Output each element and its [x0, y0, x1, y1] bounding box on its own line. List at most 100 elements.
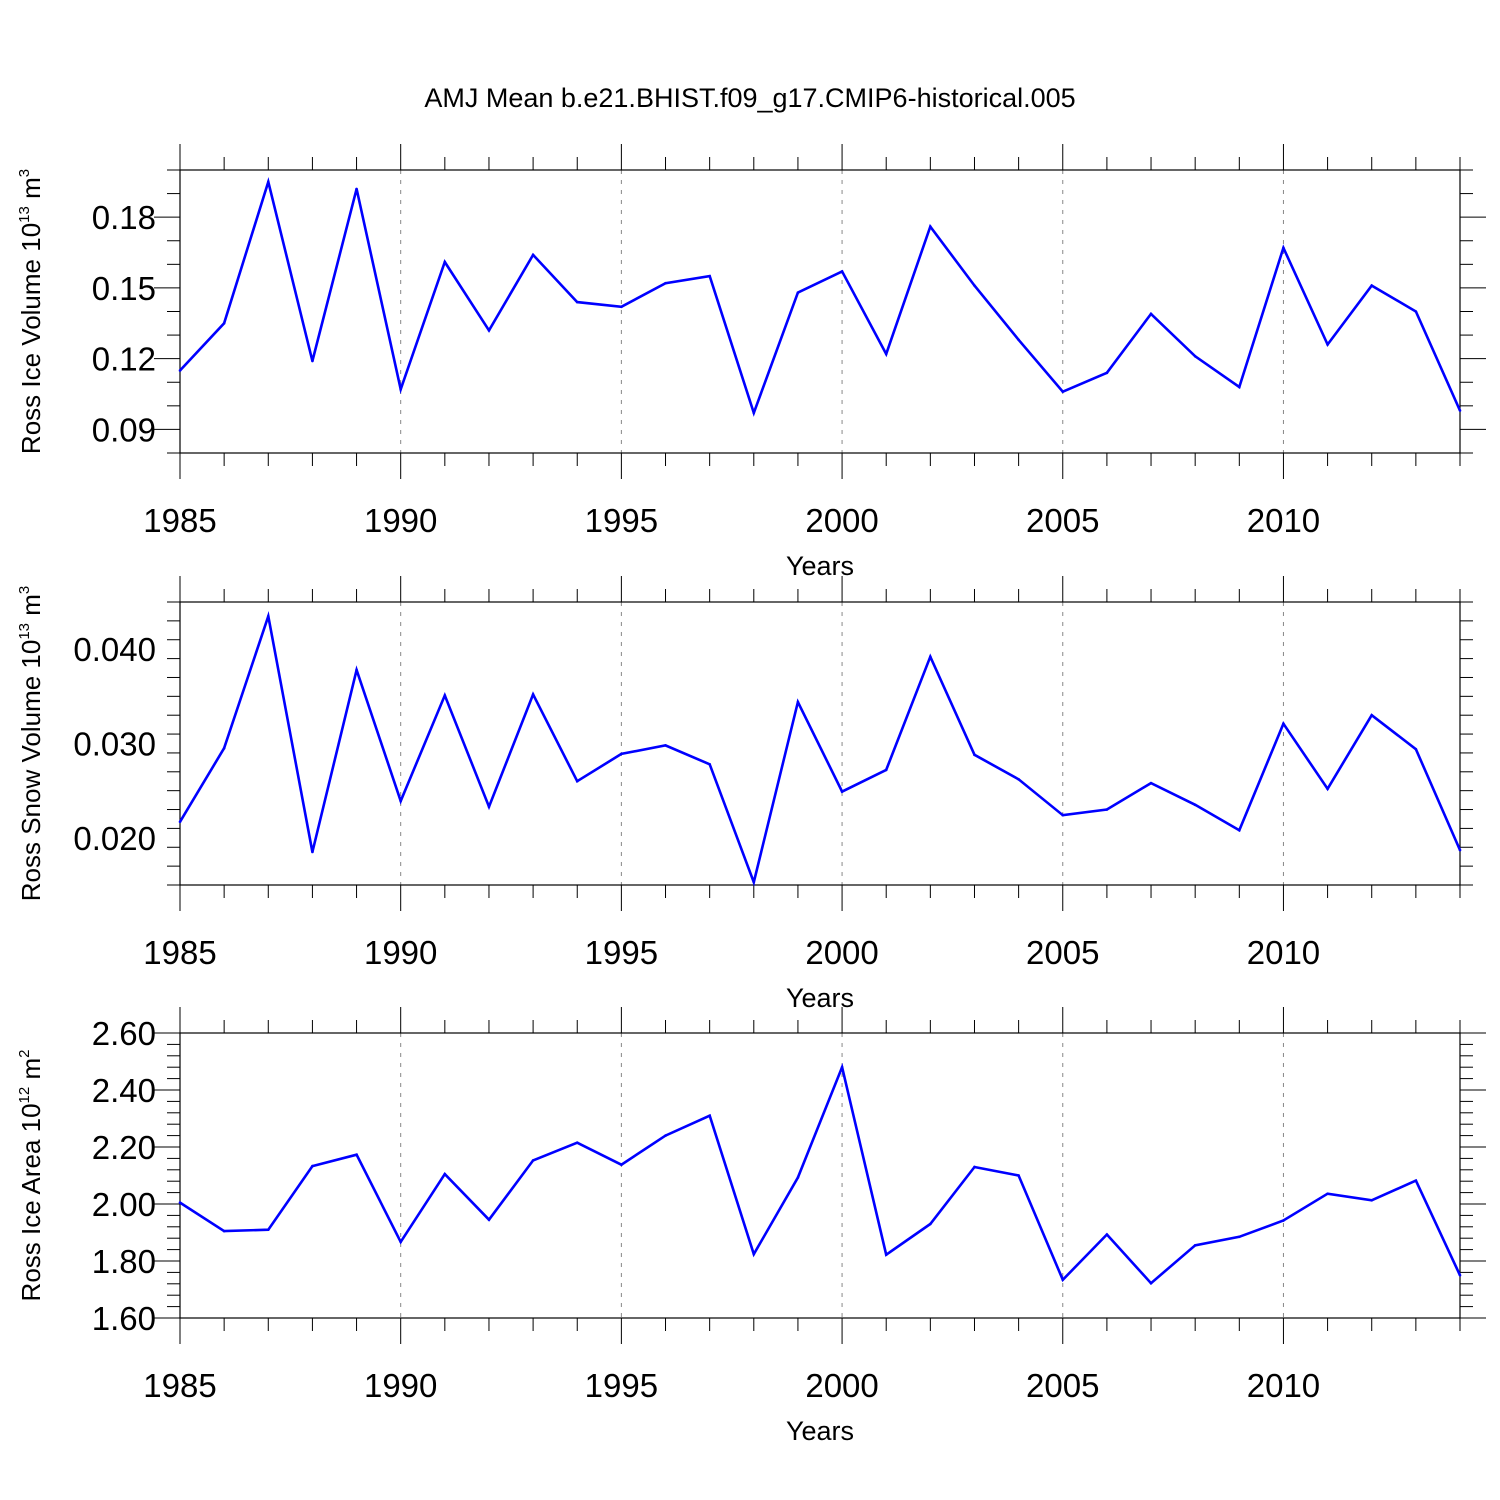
data-point [796, 1176, 800, 1179]
x-tick-label: 1995 [585, 934, 658, 971]
data-point [796, 700, 800, 704]
data-point [178, 1201, 182, 1204]
data-point [884, 352, 888, 356]
y-axis-title-unit-exp: 3 [16, 169, 33, 177]
data-point [840, 270, 844, 273]
x-tick-label: 1990 [364, 934, 437, 971]
data-point [355, 668, 358, 672]
data-point [487, 805, 491, 809]
y-axis-title-unit-exp: 2 [16, 1050, 33, 1058]
data-point [1238, 1235, 1241, 1239]
data-point [266, 180, 270, 184]
y-axis-title: Ross Snow Volume 1013 m3 [16, 586, 46, 902]
panel-ice-area: 1.60 1.80 2.00 2.20 2.40 2.60 1985 1990 1995 2000… [16, 1007, 1486, 1446]
y-axis-title-text: Ross Snow Volume 10 [16, 640, 46, 902]
data-point [1370, 284, 1374, 287]
data-point [708, 1114, 711, 1117]
data-point [1282, 1219, 1285, 1222]
data-point [884, 768, 888, 772]
data-point [311, 1164, 314, 1168]
data-point [752, 1252, 756, 1256]
y-axis-title-unit: m [16, 1058, 46, 1087]
data-point [1017, 1174, 1020, 1177]
data-point [311, 850, 314, 854]
data-point [443, 694, 447, 697]
y-tick-label: 2.60 [92, 1015, 156, 1052]
data-point [1061, 813, 1065, 817]
x-tick-label: 1995 [585, 502, 658, 539]
data-point [973, 1165, 976, 1169]
data-point [1193, 1244, 1197, 1247]
panels: 0.09 0.12 0.15 0.18 1985 1990 1995 2000 2005 2010… [16, 144, 1486, 1446]
x-axis-title: Years [786, 983, 854, 1013]
data-point [1326, 343, 1329, 346]
x-tick-label: 1985 [143, 1367, 216, 1404]
y-tick-label: 0.15 [92, 270, 156, 307]
data-point [664, 1134, 667, 1137]
x-tick-label: 2010 [1247, 1367, 1320, 1404]
data-point [399, 388, 402, 391]
x-tick-label: 2000 [805, 934, 878, 971]
data-point [1105, 371, 1109, 375]
y-tick-label: 1.80 [92, 1243, 156, 1280]
data-point [1238, 385, 1241, 389]
data-point [1282, 246, 1285, 250]
data-point [1193, 803, 1197, 807]
data-point [1326, 787, 1329, 791]
y-tick-label: 0.09 [92, 411, 156, 448]
x-tick-label: 1985 [143, 502, 216, 539]
x-tick-label: 2005 [1026, 1367, 1099, 1404]
data-point [840, 790, 844, 793]
data-point [884, 1253, 888, 1257]
y-axis-title-exp: 13 [16, 206, 33, 223]
data-point [664, 744, 667, 747]
series-line [179, 1062, 1462, 1286]
data-point [620, 752, 623, 756]
data-point [796, 291, 800, 294]
y-tick-label: 1.60 [92, 1300, 156, 1337]
x-tick-label: 1990 [364, 1367, 437, 1404]
data-point [531, 253, 535, 257]
series-line [179, 176, 1462, 417]
y-tick-label: 2.00 [92, 1186, 156, 1223]
y-axis-title: Ross Ice Volume 1013 m3 [16, 169, 46, 454]
data-point [929, 1222, 932, 1226]
panel-snow-volume: 0.020 0.030 0.040 1985 1990 1995 2000 2005 2010 Y… [16, 576, 1473, 1013]
data-point [1017, 338, 1020, 342]
plot-frame [179, 601, 1461, 886]
y-tick-label: 2.20 [92, 1129, 156, 1166]
data-point [1370, 713, 1374, 717]
data-point [1149, 781, 1153, 785]
data-point [1061, 390, 1065, 393]
data-point [311, 359, 314, 363]
plot-frame [179, 1032, 1461, 1319]
data-point [620, 1163, 623, 1166]
x-tick-label: 2000 [805, 502, 878, 539]
data-point [1414, 747, 1418, 751]
data-point [1458, 1273, 1462, 1277]
y-axis-title-exp: 13 [16, 623, 33, 640]
y-axis-title-text: Ross Ice Volume 10 [16, 223, 46, 454]
x-tick-label: 2000 [805, 1367, 878, 1404]
data-point [443, 1172, 447, 1176]
x-tick-label: 2005 [1026, 934, 1099, 971]
data-point [1458, 848, 1462, 852]
data-point [1238, 828, 1241, 832]
data-point [1061, 1278, 1065, 1282]
data-point [1105, 1233, 1109, 1236]
y-axis-title-unit: m [16, 177, 46, 206]
data-point [929, 225, 932, 228]
data-point [531, 1159, 535, 1162]
data-point [178, 369, 182, 372]
chart-title: AMJ Mean b.e21.BHIST.f09_g17.CMIP6-histo… [424, 83, 1075, 113]
data-point [1017, 778, 1020, 781]
data-point [929, 655, 932, 659]
x-tick-label: 1995 [585, 1367, 658, 1404]
data-point [752, 880, 756, 884]
data-point [620, 305, 623, 309]
y-tick-label: 0.18 [92, 199, 156, 236]
data-point [266, 614, 270, 618]
data-point [222, 321, 226, 325]
